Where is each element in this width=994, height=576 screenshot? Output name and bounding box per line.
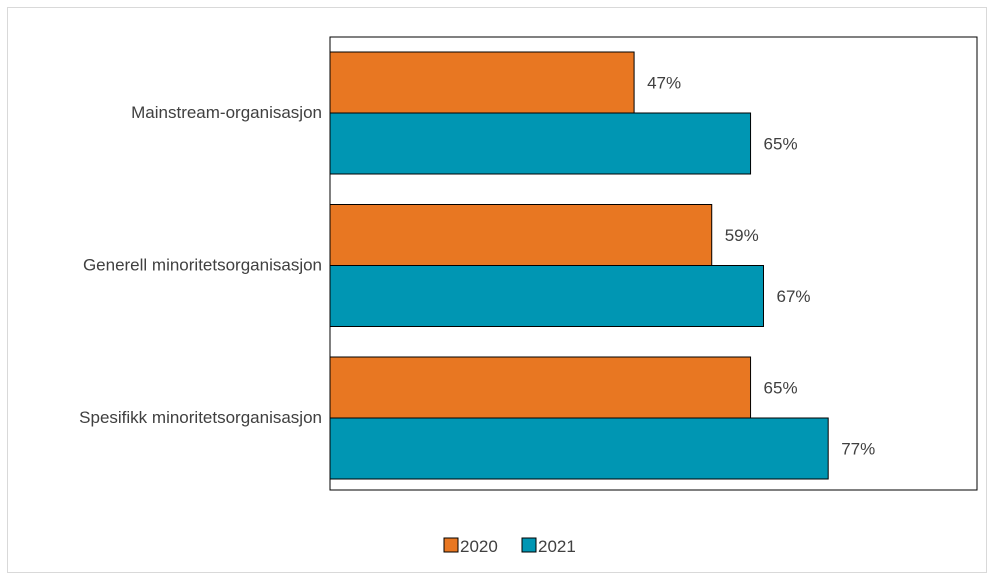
data-label: 67% [776,287,810,306]
bar-2021 [329,265,764,327]
data-label: 47% [647,74,681,93]
category-label: Generell minoritetsorganisasjon [83,256,322,275]
bar-2021 [329,417,829,480]
bar-2020 [329,51,635,114]
data-label: 65% [764,379,798,398]
category-label: Spesifikk minoritetsorganisasjon [79,408,322,427]
bar-2020 [329,356,752,419]
data-label: 65% [764,135,798,154]
plot-area: Mainstream-organisasjon 47% 65% Generell mi… [79,36,978,491]
legend-swatch-2021 [521,537,537,553]
legend-label: 2021 [538,537,576,556]
bar-2020 [329,204,713,266]
legend-label: 2020 [460,537,498,556]
legend-swatch-2020 [443,537,459,553]
data-label: 77% [841,440,875,459]
data-label: 59% [725,226,759,245]
category-label: Mainstream-organisasjon [131,103,322,122]
legend: 2020 2021 [443,537,576,556]
bar-2021 [329,112,752,175]
